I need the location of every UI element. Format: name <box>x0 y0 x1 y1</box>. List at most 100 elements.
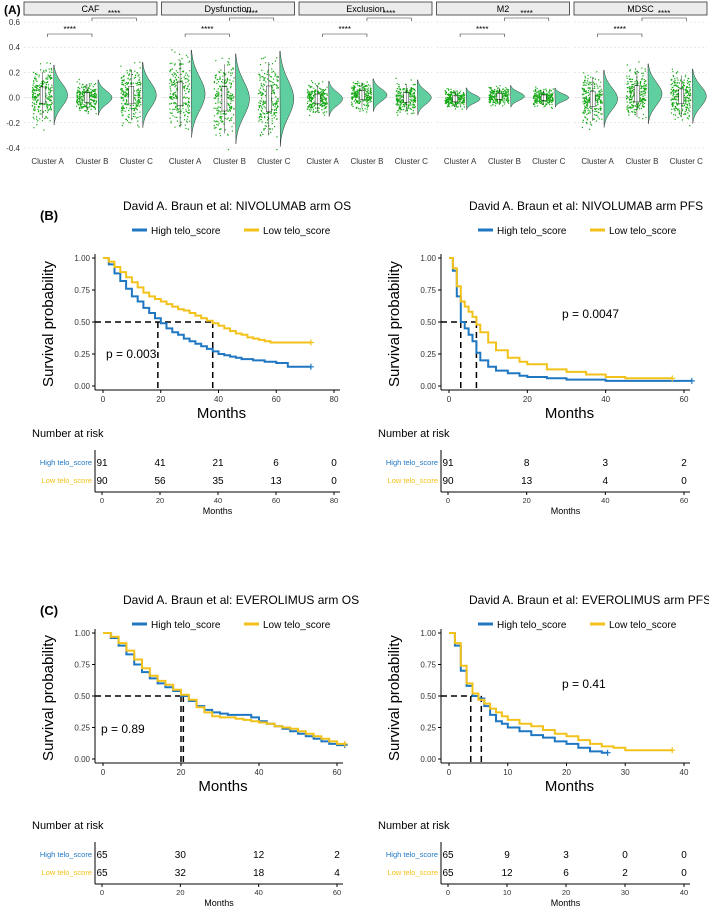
risk-table-title: Number at risk <box>32 428 104 440</box>
censor-mark <box>669 375 676 382</box>
risk-row-label: Low telo_score <box>388 476 438 485</box>
chart-title: David A. Braun et al: NIVOLUMAB arm OS <box>123 199 351 213</box>
category-label: Cluster C <box>257 157 291 166</box>
violin-y-tick-label: 0.0 <box>9 94 21 103</box>
risk-x-tick-label: 20 <box>562 888 570 897</box>
censor-mark <box>341 740 348 747</box>
significance-label: **** <box>383 9 395 18</box>
y-tick-label: 0.75 <box>420 286 436 295</box>
y-axis-label: Survival probability <box>40 261 57 387</box>
significance-label: **** <box>614 25 626 34</box>
violin-y-tick-label: 0.4 <box>9 43 21 52</box>
survival-curve-high <box>449 632 608 754</box>
survival-curve-low <box>449 632 673 752</box>
risk-row-label: High telo_score <box>386 458 438 467</box>
x-tick-label: 40 <box>255 768 264 777</box>
risk-x-tick-label: 0 <box>446 888 450 897</box>
risk-row-label: Low telo_score <box>388 868 438 877</box>
jitter-points <box>169 49 191 130</box>
category-label: Cluster B <box>76 157 109 166</box>
km-chart-b-pfs: David A. Braun et al: NIVOLUMAB arm PFS H… <box>378 199 703 516</box>
risk-count: 91 <box>442 458 454 469</box>
risk-count: 2 <box>334 850 340 861</box>
significance-label: **** <box>245 9 257 18</box>
violin-shape <box>692 68 707 124</box>
significance-label: **** <box>201 25 213 34</box>
risk-x-axis-label: Months <box>551 898 581 908</box>
category-label: Cluster B <box>626 157 659 166</box>
category-label: Cluster C <box>670 157 704 166</box>
risk-count: 90 <box>96 476 108 487</box>
x-tick-label: 0 <box>101 395 106 404</box>
violin-shape <box>465 87 481 110</box>
risk-count: 21 <box>212 458 224 469</box>
survival-charts: David A. Braun et al: NIVOLUMAB arm OS Hi… <box>32 199 709 908</box>
y-tick-label: 0.75 <box>420 661 436 670</box>
risk-count: 6 <box>273 458 279 469</box>
p-value-label: p = 0.0047 <box>562 307 619 321</box>
p-value-label: p = 0.41 <box>562 677 606 691</box>
risk-x-tick-label: 40 <box>254 888 262 897</box>
risk-table-title: Number at risk <box>32 820 104 832</box>
significance-bracket <box>322 33 368 37</box>
x-tick-label: 0 <box>101 768 106 777</box>
violin-chart: -0.4 -0.2 0.0 0.2 0.4 0.6 CAF Cluster A Cluster … <box>6 1 708 166</box>
risk-x-tick-label: 20 <box>156 496 164 505</box>
legend-label-high: High telo_score <box>497 226 567 237</box>
x-tick-label: 20 <box>562 768 571 777</box>
risk-count: 2 <box>681 458 687 469</box>
category-label: Cluster A <box>31 157 64 166</box>
x-tick-label: 80 <box>330 395 339 404</box>
facet-strip <box>298 1 433 16</box>
risk-count: 8 <box>524 458 530 469</box>
chart-title: David A. Braun et al: EVEROLIMUS arm PFS <box>469 593 709 607</box>
risk-count: 91 <box>96 458 108 469</box>
risk-x-tick-label: 0 <box>100 496 104 505</box>
risk-count: 35 <box>212 476 224 487</box>
facet-strip <box>161 1 295 16</box>
category-label: Cluster A <box>581 157 614 166</box>
x-tick-label: 60 <box>680 395 689 404</box>
significance-label: **** <box>108 9 120 18</box>
chart-title: David A. Braun et al: EVEROLIMUS arm OS <box>123 593 359 607</box>
x-axis-label: Months <box>198 778 247 795</box>
legend-label-high: High telo_score <box>151 620 221 631</box>
x-tick-label: 0 <box>447 768 452 777</box>
risk-count: 90 <box>442 476 454 487</box>
censor-mark <box>604 749 611 756</box>
risk-x-tick-label: 10 <box>503 888 511 897</box>
legend-label-low: Low telo_score <box>609 620 677 631</box>
y-tick-label: 0.25 <box>74 724 90 733</box>
violin-shape <box>53 64 68 126</box>
facet-strip <box>573 1 708 16</box>
risk-count: 3 <box>603 458 609 469</box>
risk-row-label: High telo_score <box>40 850 92 859</box>
panel-label-a: (A) <box>4 3 21 17</box>
significance-bracket <box>459 33 505 37</box>
risk-count: 65 <box>442 850 454 861</box>
facet-strip <box>23 1 158 16</box>
category-label: Cluster B <box>488 157 521 166</box>
y-tick-label: 0.25 <box>74 350 90 359</box>
significance-bracket <box>184 33 230 37</box>
x-tick-label: 20 <box>156 395 165 404</box>
risk-x-tick-label: 40 <box>214 496 222 505</box>
y-tick-label: 0.50 <box>420 318 436 327</box>
risk-count: 0 <box>622 850 628 861</box>
facet-strip <box>436 1 570 16</box>
survival-curve-high <box>103 257 311 368</box>
x-tick-label: 40 <box>680 768 689 777</box>
facet-title: Dysfunction <box>204 4 251 14</box>
risk-x-tick-label: 0 <box>446 496 450 505</box>
violin-y-tick-label: -0.2 <box>6 119 20 128</box>
significance-label: **** <box>64 25 76 34</box>
x-tick-label: 0 <box>447 395 452 404</box>
risk-count: 12 <box>253 850 265 861</box>
risk-count: 13 <box>521 476 533 487</box>
category-label: Cluster A <box>444 157 477 166</box>
risk-x-tick-label: 40 <box>601 496 609 505</box>
y-tick-label: 0.50 <box>420 692 436 701</box>
risk-x-axis-label: Months <box>551 506 581 516</box>
violin-shape <box>142 62 157 128</box>
